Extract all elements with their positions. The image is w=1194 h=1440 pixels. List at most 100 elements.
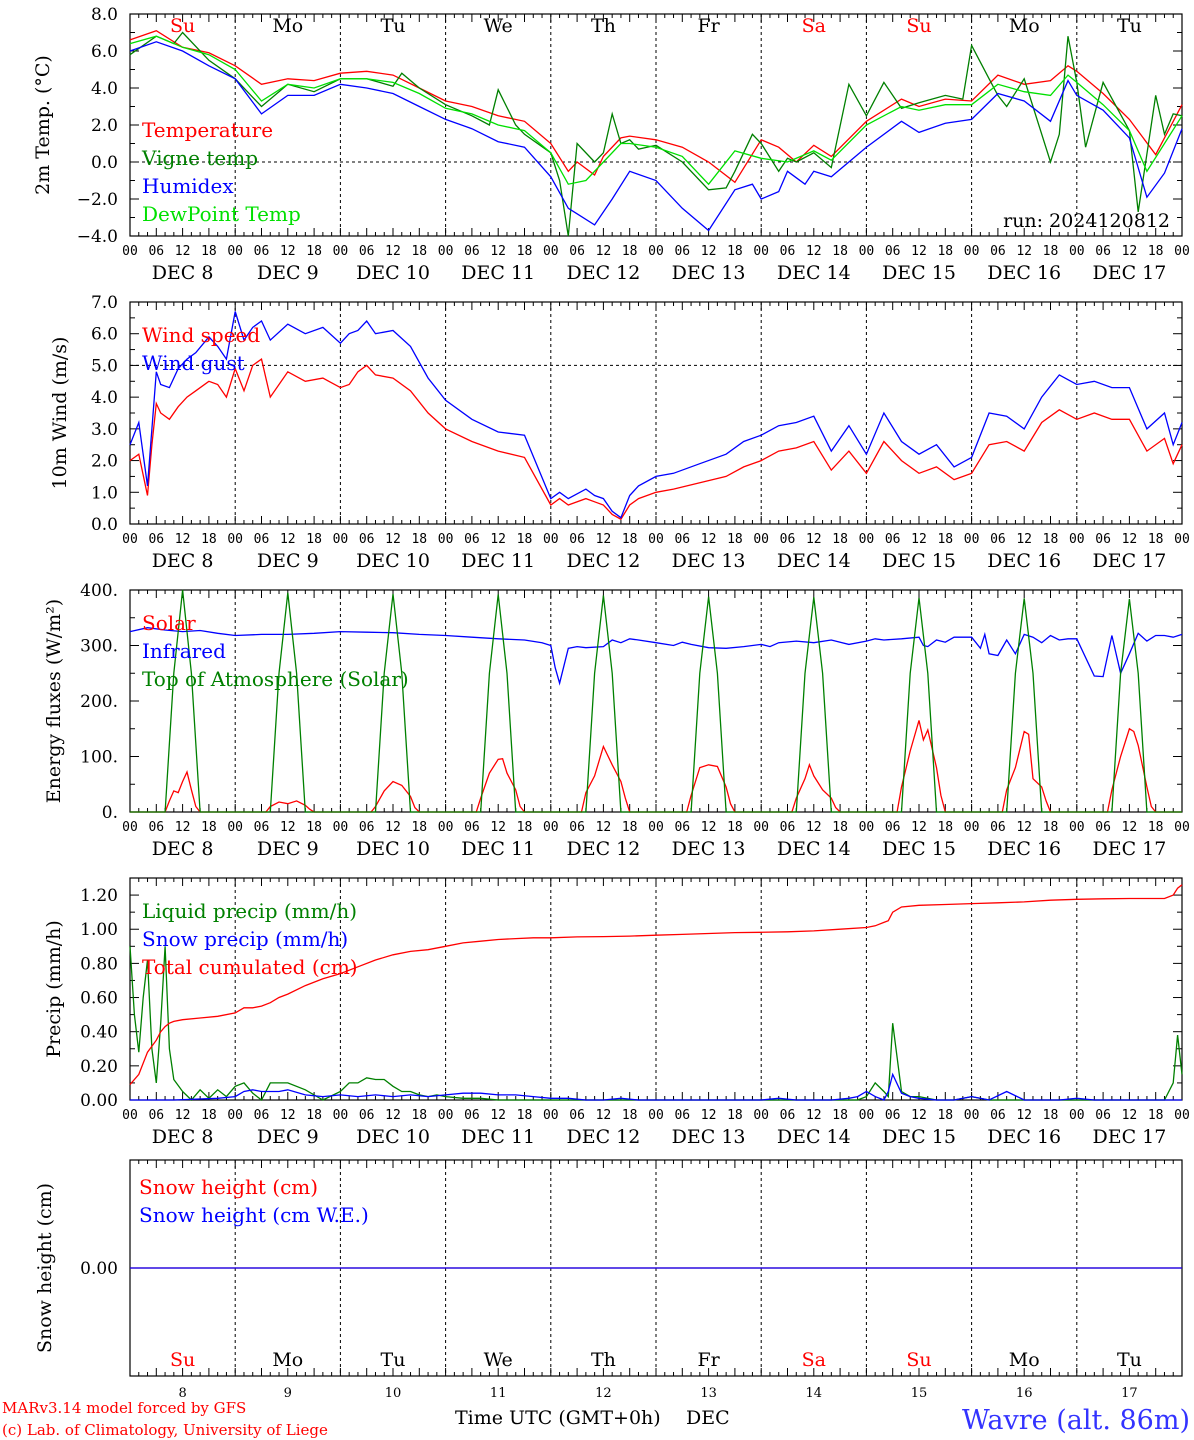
x-hour-label: 12 xyxy=(1122,244,1138,259)
x-hour-label: 06 xyxy=(148,244,164,259)
x-date-label: DEC 10 xyxy=(356,838,430,860)
x-date-label: DEC 17 xyxy=(1092,550,1166,572)
x-hour-label: 12 xyxy=(806,1108,822,1123)
x-hour-label: 12 xyxy=(1122,1108,1138,1123)
x-hour-label: 12 xyxy=(1016,1108,1032,1123)
x-date-label: DEC 10 xyxy=(356,1126,430,1148)
series-lines xyxy=(129,311,1183,521)
x-hour-label: 06 xyxy=(990,532,1006,547)
x-ticks xyxy=(129,1160,1183,1376)
x-hour-label: 18 xyxy=(1148,1108,1164,1123)
x-hour-label: 18 xyxy=(937,820,953,835)
x-hour-label: 00 xyxy=(859,244,875,259)
x-hour-label: 12 xyxy=(385,820,401,835)
y-tick-label: 400. xyxy=(80,581,118,601)
x-hour-label: 00 xyxy=(648,820,664,835)
x-hour-label: 00 xyxy=(543,1108,559,1123)
x-hour-label: 06 xyxy=(1095,244,1111,259)
x-hour-label: 06 xyxy=(780,820,796,835)
x-hour-label: 06 xyxy=(990,820,1006,835)
series-line xyxy=(129,311,1183,519)
x-date-label: DEC 9 xyxy=(257,550,319,572)
x-hour-label: 06 xyxy=(254,820,270,835)
y-tick-label: 2.0 xyxy=(91,452,118,472)
y-axis-label: Snow height (cm) xyxy=(34,1183,56,1353)
x-date-label: DEC 9 xyxy=(257,1126,319,1148)
series-line xyxy=(130,1072,1182,1101)
x-hour-label: 18 xyxy=(727,532,743,547)
day-number: 12 xyxy=(595,1386,612,1401)
x-hour-label: 06 xyxy=(464,532,480,547)
x-hour-label: 06 xyxy=(885,244,901,259)
day-name: Mo xyxy=(272,15,303,37)
x-hour-label: 12 xyxy=(1122,532,1138,547)
y-tick-label: 0.40 xyxy=(80,1023,118,1043)
x-date-label: DEC 9 xyxy=(257,262,319,284)
x-date-label: DEC 15 xyxy=(882,550,956,572)
series-lines xyxy=(129,29,1183,237)
x-hour-label: 00 xyxy=(859,1108,875,1123)
footer: MARv3.14 model forced by GFS (c) Lab. of… xyxy=(2,1399,1190,1439)
day-name: Tu xyxy=(381,1349,406,1371)
x-ticks xyxy=(129,302,1183,524)
x-hour-labels: 00 06 12 18 00 06 12 18 00 06 12 18 00 06 12 18 00 06 12 18… xyxy=(122,244,1190,259)
x-hour-label: 18 xyxy=(937,532,953,547)
y-tick-label: 4.0 xyxy=(91,79,118,99)
x-hour-label: 06 xyxy=(674,1108,690,1123)
legend-entry: Humidex xyxy=(142,174,234,198)
x-hour-label: 00 xyxy=(438,820,454,835)
x-hour-label: 12 xyxy=(806,532,822,547)
y-axis-label: 10m Wind (m/s) xyxy=(49,337,71,490)
day-name: Mo xyxy=(272,1349,303,1371)
x-hour-label: 00 xyxy=(122,244,138,259)
legend-entry: Snow height (cm W.E.) xyxy=(139,1203,369,1227)
x-date-labels: DEC 8 DEC 9 DEC 10 DEC 11 DEC 12 DEC 13 DEC 14… xyxy=(152,262,1167,284)
x-hour-label: 00 xyxy=(227,532,243,547)
x-hour-label: 00 xyxy=(648,244,664,259)
x-hour-label: 06 xyxy=(254,1108,270,1123)
x-hour-label: 06 xyxy=(1095,820,1111,835)
y-tick-label: 1.00 xyxy=(80,920,118,940)
x-hour-label: 18 xyxy=(411,1108,427,1123)
x-hour-label: 00 xyxy=(438,1108,454,1123)
x-hour-label: 12 xyxy=(596,1108,612,1123)
x-axis-month: DEC xyxy=(686,1407,730,1429)
x-hour-label: 06 xyxy=(780,532,796,547)
y-axis: 7.0 6.0 5.0 4.0 3.0 2.0 1.0 0.0 xyxy=(91,293,1182,535)
x-hour-label: 00 xyxy=(438,244,454,259)
y-tick-label: 3.0 xyxy=(91,420,118,440)
x-hour-label: 18 xyxy=(1043,820,1059,835)
x-hour-label: 06 xyxy=(148,820,164,835)
legend-entry: Wind speed xyxy=(142,323,260,347)
x-hour-label: 06 xyxy=(780,1108,796,1123)
x-hour-label: 12 xyxy=(701,532,717,547)
x-ticks xyxy=(129,14,1183,236)
x-hour-label: 18 xyxy=(411,532,427,547)
x-hour-label: 00 xyxy=(333,820,349,835)
x-hour-label: 06 xyxy=(990,244,1006,259)
x-hour-label: 18 xyxy=(306,532,322,547)
y-tick-label: 1.20 xyxy=(80,886,118,906)
y-tick-label: 100. xyxy=(80,748,118,768)
x-hour-label: 06 xyxy=(359,820,375,835)
x-hour-label: 18 xyxy=(1148,532,1164,547)
y-tick-label: 0.00 xyxy=(80,1259,118,1279)
x-hour-label: 12 xyxy=(911,1108,927,1123)
x-hour-label: 06 xyxy=(1095,532,1111,547)
x-hour-label: 00 xyxy=(227,244,243,259)
x-hour-label: 06 xyxy=(148,1108,164,1123)
x-hour-label: 12 xyxy=(596,820,612,835)
series-line xyxy=(129,35,1183,186)
day-name: Tu xyxy=(381,15,406,37)
x-hour-label: 12 xyxy=(701,244,717,259)
x-hour-label: 18 xyxy=(622,244,638,259)
x-date-label: DEC 16 xyxy=(987,838,1061,860)
x-hour-label: 00 xyxy=(964,820,980,835)
x-hour-label: 18 xyxy=(832,1108,848,1123)
y-tick-label: 6.0 xyxy=(91,325,118,345)
y-tick-label: 0.20 xyxy=(80,1057,118,1077)
x-hour-label: 00 xyxy=(753,244,769,259)
chart-panel-3: 400. 300. 200. 100. 0. Energy fluxes (W/m²) 00… xyxy=(43,581,1190,860)
x-hour-label: 06 xyxy=(464,244,480,259)
series-line xyxy=(129,627,1183,686)
